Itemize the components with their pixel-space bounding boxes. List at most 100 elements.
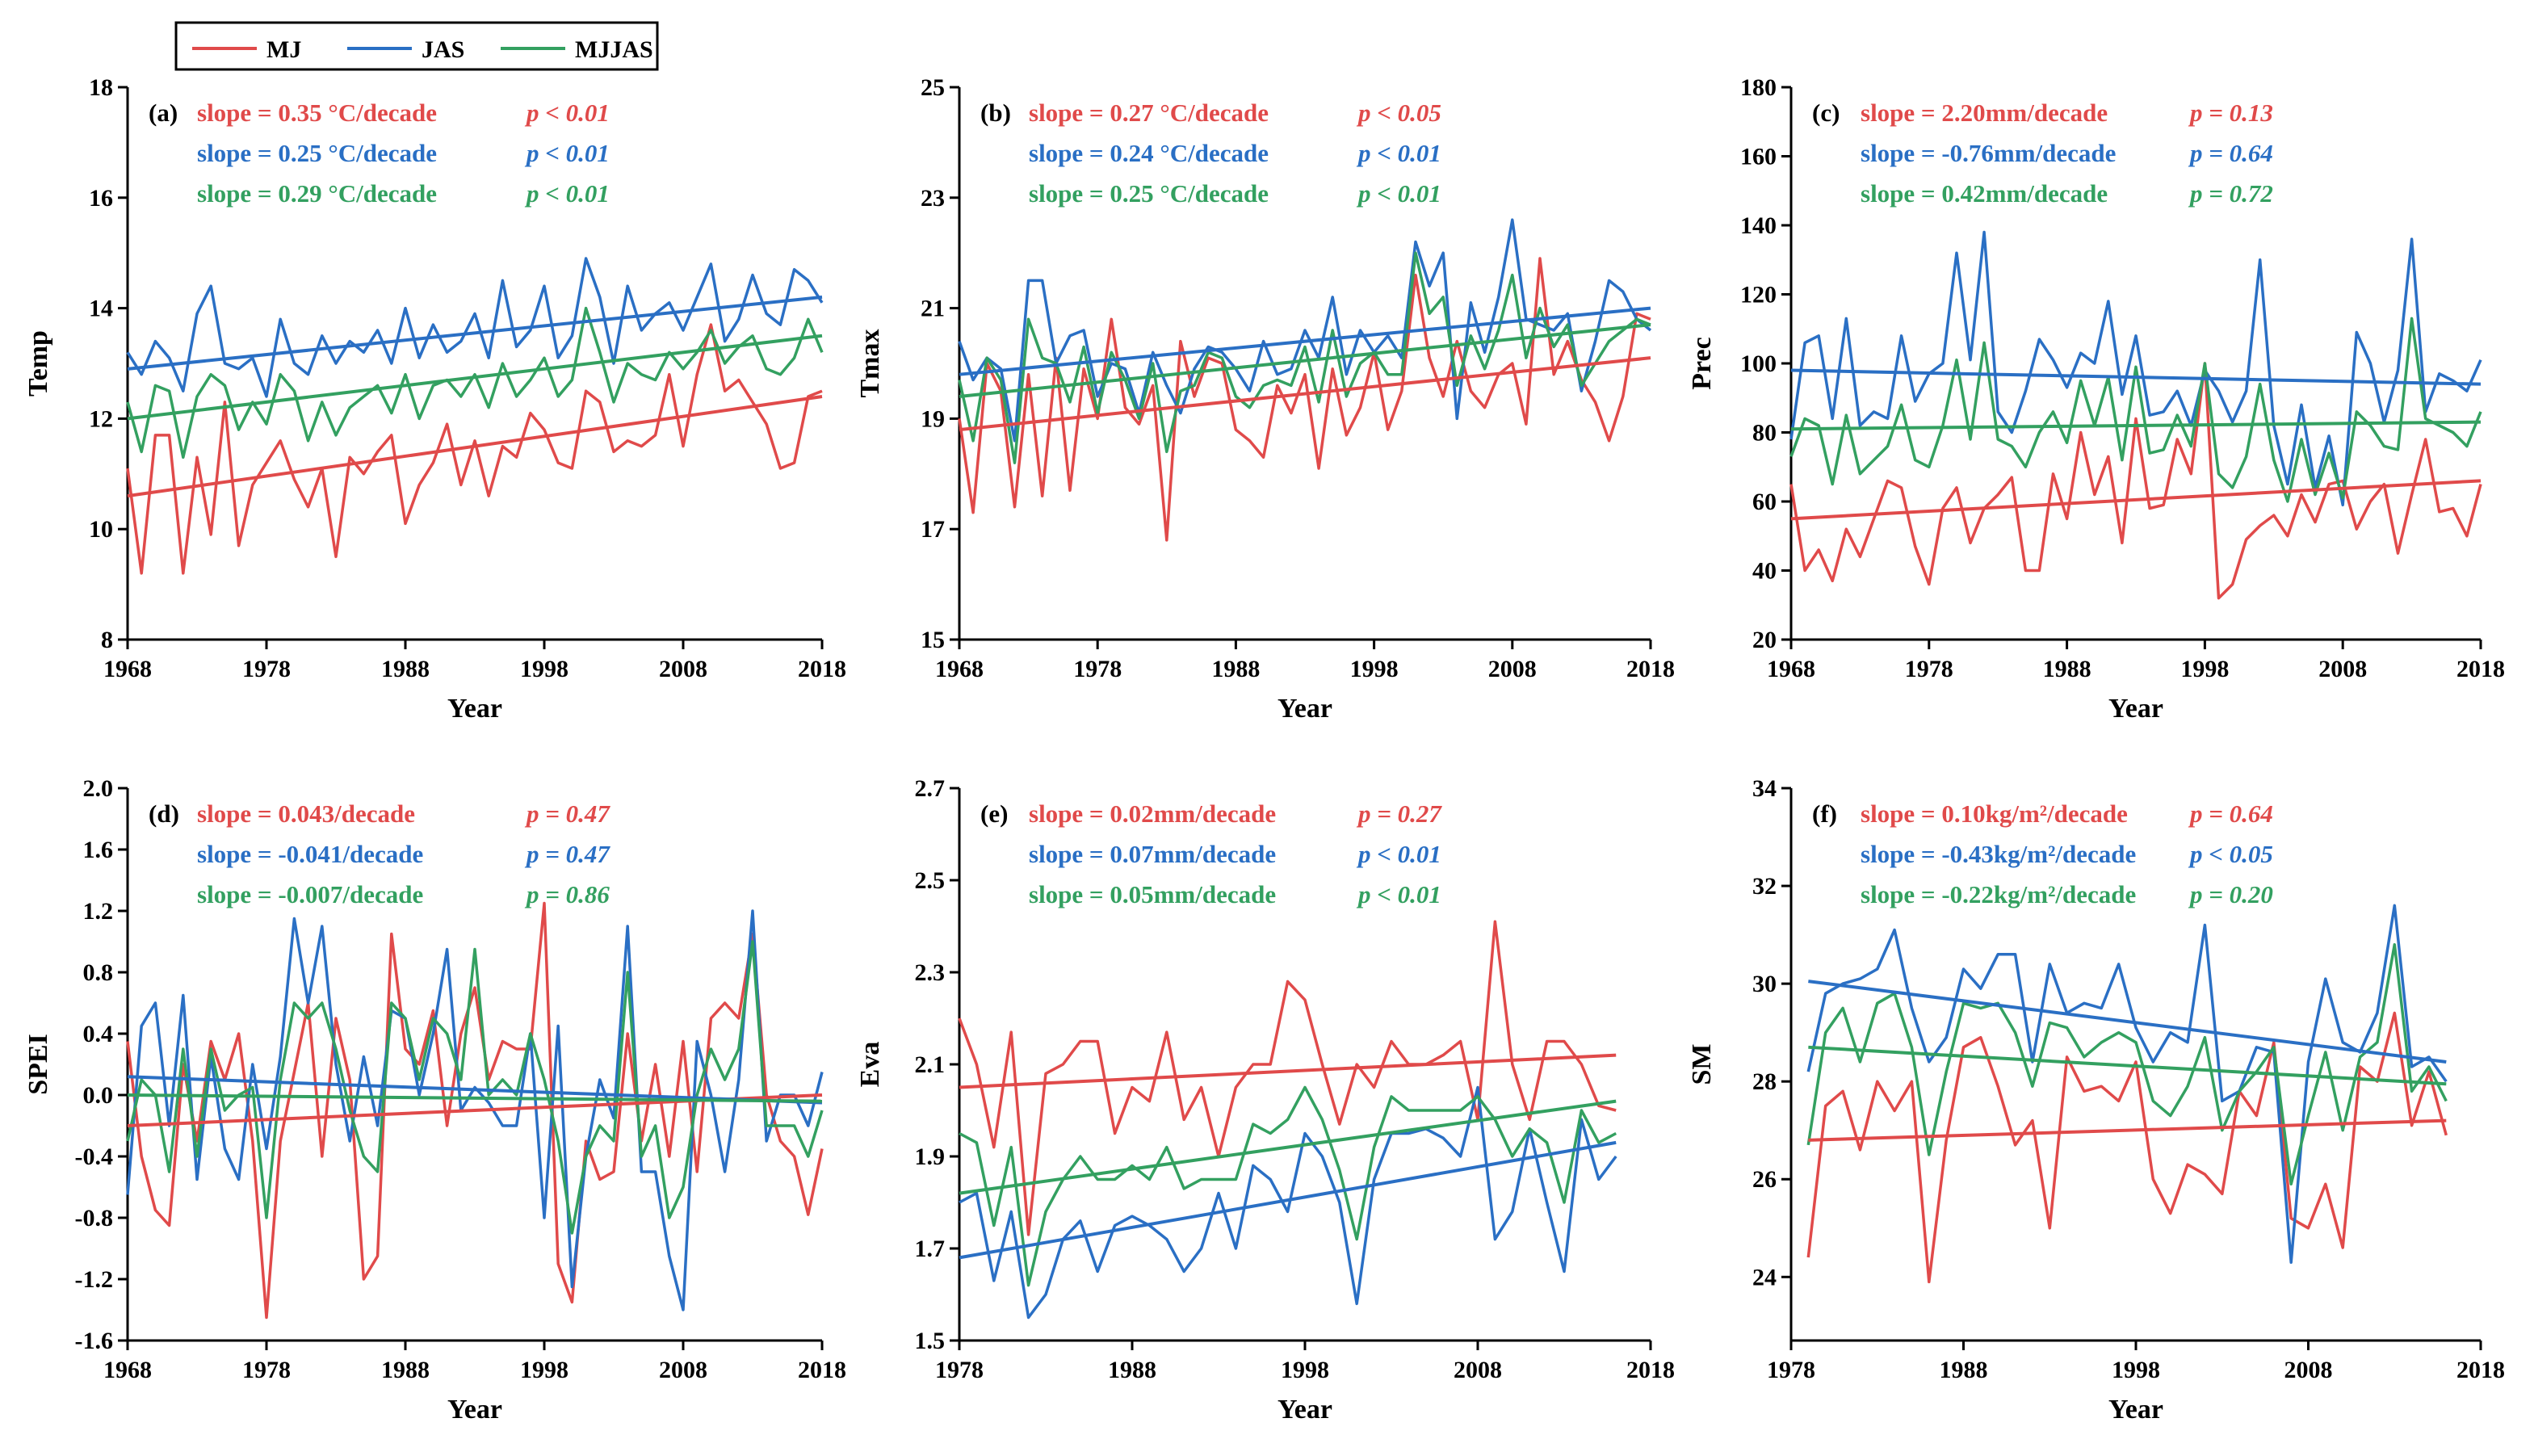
panel-e: 1.5 1.7 1.9 2.1 2.3 2.5 2.7 1978 1988 1998 2008 201… bbox=[855, 775, 1675, 1425]
y-tick-label-b: 17 bbox=[921, 516, 945, 543]
y-tick-label-a: 18 bbox=[89, 74, 113, 101]
panel-label-e: (e) bbox=[980, 799, 1008, 828]
trend-line-mjjas-c bbox=[1790, 420, 2482, 431]
p-value-text-jas-c: p = 0.64 bbox=[2188, 139, 2273, 167]
p-value-text-mj-d: p = 0.47 bbox=[524, 799, 610, 828]
y-axis-label-d: SPEI bbox=[23, 1034, 53, 1095]
y-tick-label-e: 1.5 bbox=[915, 1328, 946, 1354]
x-axis-label-c: Year bbox=[2108, 694, 2163, 724]
y-tick-label-e: 2.3 bbox=[915, 959, 946, 986]
trend-line-jas-f bbox=[1808, 980, 2447, 1064]
x-tick-label-a: 2008 bbox=[659, 656, 707, 682]
trend-line-jas-a bbox=[127, 295, 823, 371]
x-tick-label-a: 1998 bbox=[520, 656, 568, 682]
y-axis-label-c: Prec bbox=[1687, 337, 1717, 389]
y-tick-label-f: 32 bbox=[1752, 873, 1777, 900]
p-value-text-jas-f: p < 0.05 bbox=[2188, 840, 2273, 868]
x-tick-label-b: 1988 bbox=[1211, 656, 1260, 682]
slope-text-mj-c: slope = 2.20mm/decade bbox=[1861, 99, 2108, 127]
x-tick-label-b: 1998 bbox=[1350, 656, 1399, 682]
x-tick-label-e: 2018 bbox=[1626, 1357, 1675, 1383]
trend-line-mj-c bbox=[1790, 479, 2482, 521]
x-tick-label-c: 1988 bbox=[2043, 656, 2091, 682]
series-line-mj-f bbox=[1806, 1011, 2448, 1284]
p-value-text-mjjas-b: p < 0.01 bbox=[1356, 179, 1441, 208]
slope-text-jas-d: slope = -0.041/decade bbox=[197, 840, 423, 868]
legend-label-mjjas: MJJAS bbox=[575, 36, 653, 63]
series-line-mj-b bbox=[958, 257, 1651, 542]
y-tick-label-d: 0.8 bbox=[83, 959, 114, 986]
trend-line-jas-d bbox=[127, 1075, 823, 1105]
x-tick-label-e: 2008 bbox=[1454, 1357, 1502, 1383]
y-tick-label-d: -1.6 bbox=[75, 1328, 114, 1354]
y-tick-label-d: 1.2 bbox=[83, 898, 114, 925]
y-tick-label-a: 16 bbox=[89, 185, 113, 212]
x-tick-label-c: 1998 bbox=[2180, 656, 2229, 682]
y-tick-label-d: 0.4 bbox=[83, 1021, 114, 1047]
p-value-text-mj-a: p < 0.01 bbox=[524, 99, 610, 127]
series-line-jas-f bbox=[1806, 904, 2448, 1264]
y-tick-label-a: 12 bbox=[89, 405, 113, 432]
series-line-jas-d bbox=[126, 909, 824, 1311]
slope-text-jas-b: slope = 0.24 °C/decade bbox=[1029, 139, 1269, 167]
p-value-text-mj-b: p < 0.05 bbox=[1356, 99, 1441, 127]
series-line-jas-e bbox=[959, 1085, 1617, 1320]
x-tick-label-f: 1988 bbox=[1940, 1357, 1988, 1383]
x-tick-label-e: 1998 bbox=[1281, 1357, 1329, 1383]
p-value-text-mj-e: p = 0.27 bbox=[1356, 799, 1442, 828]
y-tick-label-d: 2.0 bbox=[83, 775, 114, 802]
x-tick-label-b: 1978 bbox=[1073, 656, 1122, 682]
slope-text-mjjas-a: slope = 0.29 °C/decade bbox=[197, 179, 437, 208]
p-value-text-jas-d: p = 0.47 bbox=[524, 840, 610, 868]
slope-text-jas-f: slope = -0.43kg/m²/decade bbox=[1861, 840, 2136, 868]
x-tick-label-c: 1968 bbox=[1767, 656, 1815, 682]
y-tick-label-d: -0.8 bbox=[75, 1205, 114, 1232]
legend-label-mj: MJ bbox=[266, 36, 301, 63]
y-tick-label-e: 1.7 bbox=[915, 1236, 946, 1262]
slope-text-mjjas-b: slope = 0.25 °C/decade bbox=[1029, 179, 1269, 208]
x-axis-label-b: Year bbox=[1277, 694, 1332, 724]
x-tick-label-a: 2018 bbox=[798, 656, 846, 682]
x-tick-label-f: 1978 bbox=[1767, 1357, 1815, 1383]
y-tick-label-d: -0.4 bbox=[75, 1143, 114, 1170]
p-value-text-mjjas-e: p < 0.01 bbox=[1356, 880, 1441, 908]
slope-text-mjjas-c: slope = 0.42mm/decade bbox=[1861, 179, 2108, 208]
x-axis-label-d: Year bbox=[447, 1395, 502, 1425]
x-tick-label-a: 1988 bbox=[381, 656, 430, 682]
p-value-text-jas-a: p < 0.01 bbox=[524, 139, 610, 167]
p-value-text-mjjas-d: p = 0.86 bbox=[524, 880, 610, 908]
trend-line-jas-c bbox=[1790, 368, 2482, 386]
y-axis-label-f: SM bbox=[1687, 1044, 1717, 1085]
y-tick-label-f: 28 bbox=[1752, 1068, 1777, 1095]
y-tick-label-b: 21 bbox=[921, 296, 945, 322]
y-tick-label-c: 160 bbox=[1740, 144, 1777, 170]
series-line-mj-a bbox=[126, 323, 823, 575]
trend-line-mjjas-a bbox=[127, 334, 823, 421]
trend-line-mj-e bbox=[959, 1053, 1617, 1089]
series-line-mjjas-d bbox=[126, 940, 824, 1235]
y-tick-label-a: 10 bbox=[89, 516, 113, 543]
panel-a: 8 10 12 14 16 18 1968 1978 1988 1998 2008 2018 Year T… bbox=[23, 74, 846, 724]
y-tick-label-c: 60 bbox=[1752, 489, 1777, 515]
y-tick-label-e: 2.1 bbox=[915, 1051, 946, 1078]
panel-label-c: (c) bbox=[1812, 99, 1840, 127]
x-tick-label-d: 2008 bbox=[659, 1357, 707, 1383]
x-tick-label-d: 1968 bbox=[103, 1357, 152, 1383]
y-tick-label-c: 140 bbox=[1740, 212, 1777, 239]
legend-box bbox=[174, 21, 659, 71]
slope-text-mj-d: slope = 0.043/decade bbox=[197, 799, 415, 828]
trend-line-mjjas-b bbox=[959, 323, 1651, 399]
slope-text-mjjas-f: slope = -0.22kg/m²/decade bbox=[1861, 880, 2136, 908]
panel-label-d: (d) bbox=[149, 799, 179, 828]
x-tick-label-d: 1988 bbox=[381, 1357, 430, 1383]
panel-b: 15 17 19 21 23 25 1968 1978 1988 1998 2008 2018 Year… bbox=[855, 74, 1675, 724]
series-line-mj-e bbox=[958, 920, 1617, 1236]
trend-line-mj-f bbox=[1808, 1118, 2447, 1142]
y-tick-label-f: 26 bbox=[1752, 1166, 1777, 1193]
slope-text-mj-e: slope = 0.02mm/decade bbox=[1029, 799, 1276, 828]
trend-line-mjjas-f bbox=[1808, 1045, 2447, 1086]
trend-line-jas-b bbox=[959, 306, 1651, 376]
y-tick-label-d: 1.6 bbox=[83, 837, 114, 863]
x-tick-label-e: 1988 bbox=[1108, 1357, 1156, 1383]
y-tick-label-e: 1.9 bbox=[915, 1143, 946, 1170]
